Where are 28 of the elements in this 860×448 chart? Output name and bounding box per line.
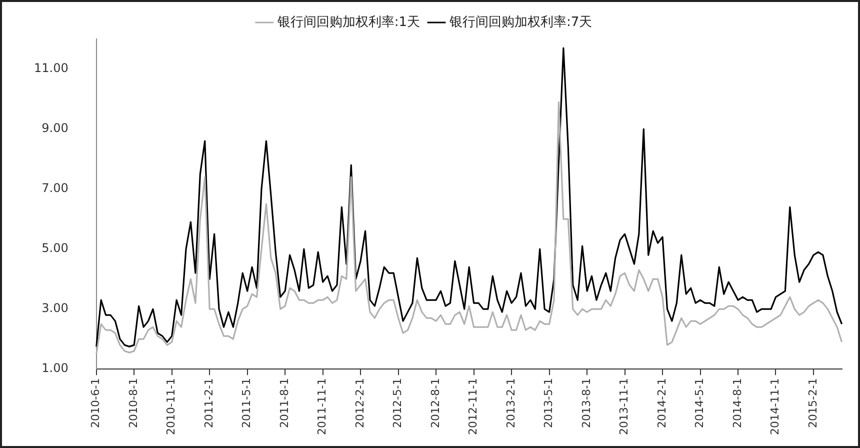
x-tick-label: 2013-5-1 [542,378,556,428]
y-tick-label: 7.00 [42,181,68,196]
x-tick-label: 2011-5-1 [240,378,254,428]
x-tick-label: 2013-8-1 [580,378,593,428]
y-tick-label: 1.00 [42,361,68,376]
x-tick-label: 2014-8-1 [730,378,744,428]
x-tick-label: 2014-2-1 [655,378,668,428]
x-tick-label: 2012-5-1 [391,378,404,428]
x-tick-label: 2014-5-1 [693,378,706,428]
x-tick-label: 2015-2-1 [806,378,820,428]
x-tick-label: 2011-8-1 [278,378,291,428]
x-tick-label: 2011-2-1 [202,378,216,428]
x-tick-label: 2012-2-1 [353,378,366,428]
x-tick-label: 2010-8-1 [126,378,140,428]
x-tick-label: 2010-6-1 [89,378,102,428]
x-tick-label: 2012-11-1 [466,378,480,436]
y-tick-label: 3.00 [42,301,68,316]
x-tick-label: 2013-11-1 [618,378,631,436]
x-tick-label: 2010-11-1 [164,378,178,436]
y-tick-label: 11.00 [34,61,68,76]
legend-label: 银行间回购加权利率:1天 [276,14,420,30]
x-tick-label: 2012-8-1 [428,378,442,428]
y-tick-label: 5.00 [42,241,68,256]
y-tick-label: 9.00 [42,121,68,136]
x-tick-label: 2011-11-1 [316,378,329,436]
x-tick-label: 2013-2-1 [504,378,518,428]
legend-label: 银行间回购加权利率:7天 [448,14,592,30]
x-tick-label: 2014-11-1 [768,378,782,436]
